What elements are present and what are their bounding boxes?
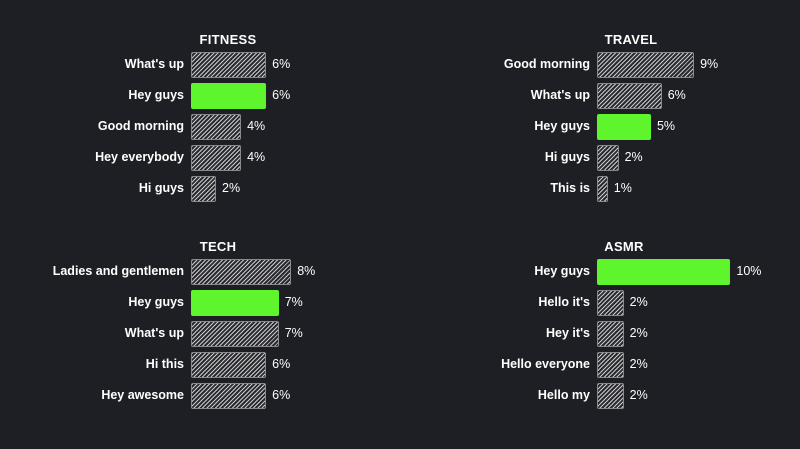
bar-row: Good morning 4% xyxy=(0,114,400,140)
category-label: Hi this xyxy=(145,357,184,371)
value-label: 2% xyxy=(629,388,648,402)
category-label: Hey awesome xyxy=(101,388,184,402)
value-label: 6% xyxy=(272,57,291,71)
bar-row: Hi this 6% xyxy=(0,352,400,378)
category-label: What's up xyxy=(124,326,184,340)
bar-row: Hey awesome 6% xyxy=(0,383,400,409)
category-label: Hey guys xyxy=(128,88,184,102)
category-label: What's up xyxy=(530,88,590,102)
bar xyxy=(597,290,624,316)
category-label: Hello everyone xyxy=(501,357,590,371)
bar xyxy=(597,383,624,409)
bar-highlighted xyxy=(191,290,279,316)
bar-row: Hi guys 2% xyxy=(400,145,800,171)
bar-row: What's up 7% xyxy=(0,321,400,347)
value-label: 8% xyxy=(297,264,316,278)
value-label: 7% xyxy=(284,295,303,309)
bar-row: What's up 6% xyxy=(400,83,800,109)
category-label: Hey guys xyxy=(534,119,590,133)
chart-panel-tech: TECH Ladies and gentlemen 8% Hey guys 7% What… xyxy=(0,239,400,449)
chart-title: TECH xyxy=(199,239,237,254)
chart-panel-asmr: ASMR Hey guys 10% Hello it's 2% Hey it's 2% Hel… xyxy=(400,239,800,449)
category-label: Hey guys xyxy=(534,264,590,278)
value-label: 2% xyxy=(629,357,648,371)
bar-row: This is 1% xyxy=(400,176,800,202)
value-label: 10% xyxy=(736,264,762,278)
bar xyxy=(597,176,608,202)
bar-row: Hello my 2% xyxy=(400,383,800,409)
value-label: 2% xyxy=(629,326,648,340)
bar xyxy=(191,176,217,202)
bar-row: Hello it's 2% xyxy=(400,290,800,316)
category-label: Hi guys xyxy=(544,150,590,164)
bar xyxy=(597,145,619,171)
category-label: Ladies and gentlemen xyxy=(52,264,184,278)
bar xyxy=(191,52,267,78)
value-label: 2% xyxy=(222,181,241,195)
value-label: 2% xyxy=(629,295,648,309)
bar xyxy=(191,114,242,140)
bar-highlighted xyxy=(191,83,267,109)
chart-panel-fitness: FITNESS What's up 6% Hey guys 6% Good morning… xyxy=(0,32,400,242)
value-label: 6% xyxy=(272,388,291,402)
bar-row: Hey guys 6% xyxy=(0,83,400,109)
bar-highlighted xyxy=(597,259,731,285)
category-label: Hi guys xyxy=(138,181,184,195)
chart-title: ASMR xyxy=(604,239,644,254)
category-label: This is xyxy=(550,181,590,195)
chart-title: TRAVEL xyxy=(604,32,658,47)
bar-row: Ladies and gentlemen 8% xyxy=(0,259,400,285)
value-label: 5% xyxy=(656,119,676,133)
bar xyxy=(597,352,624,378)
bar-row: Hey guys 5% xyxy=(400,114,800,140)
category-label: Hey guys xyxy=(128,295,184,309)
bar-row: Hey it's 2% xyxy=(400,321,800,347)
value-label: 4% xyxy=(247,119,266,133)
small-multiples-bar-charts: FITNESS What's up 6% Hey guys 6% Good morning… xyxy=(0,32,800,409)
category-label: Hello my xyxy=(537,388,590,402)
bar-row: Good morning 9% xyxy=(400,52,800,78)
bar xyxy=(191,383,267,409)
value-label: 6% xyxy=(272,357,291,371)
bar-highlighted xyxy=(597,114,651,140)
chart-title: FITNESS xyxy=(199,32,257,47)
category-label: Hey everybody xyxy=(95,150,184,164)
bar xyxy=(597,52,695,78)
bar xyxy=(597,83,662,109)
category-label: What's up xyxy=(124,57,184,71)
bar-row: What's up 6% xyxy=(0,52,400,78)
bar-row: Hey guys 7% xyxy=(0,290,400,316)
bar xyxy=(191,145,242,171)
bar xyxy=(191,259,292,285)
bar-row: Hey everybody 4% xyxy=(0,145,400,171)
bar xyxy=(191,352,267,378)
category-label: Good morning xyxy=(97,119,184,133)
chart-panel-travel: TRAVEL Good morning 9% What's up 6% Hey guys 5… xyxy=(400,32,800,242)
value-label: 4% xyxy=(247,150,266,164)
category-label: Hello it's xyxy=(538,295,590,309)
category-label: Hey it's xyxy=(546,326,590,340)
value-label: 7% xyxy=(284,326,303,340)
bar-row: Hi guys 2% xyxy=(0,176,400,202)
value-label: 2% xyxy=(624,150,643,164)
category-label: Good morning xyxy=(503,57,590,71)
bar-row: Hello everyone 2% xyxy=(400,352,800,378)
value-label: 9% xyxy=(700,57,719,71)
bar-row: Hey guys 10% xyxy=(400,259,800,285)
value-label: 6% xyxy=(667,88,686,102)
value-label: 6% xyxy=(272,88,291,102)
bar xyxy=(597,321,624,347)
value-label: 1% xyxy=(613,181,632,195)
bar xyxy=(191,321,279,347)
